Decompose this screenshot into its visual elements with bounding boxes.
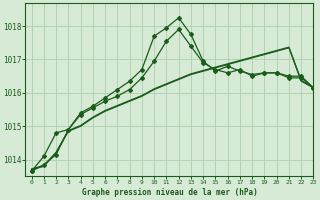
- X-axis label: Graphe pression niveau de la mer (hPa): Graphe pression niveau de la mer (hPa): [82, 188, 257, 197]
